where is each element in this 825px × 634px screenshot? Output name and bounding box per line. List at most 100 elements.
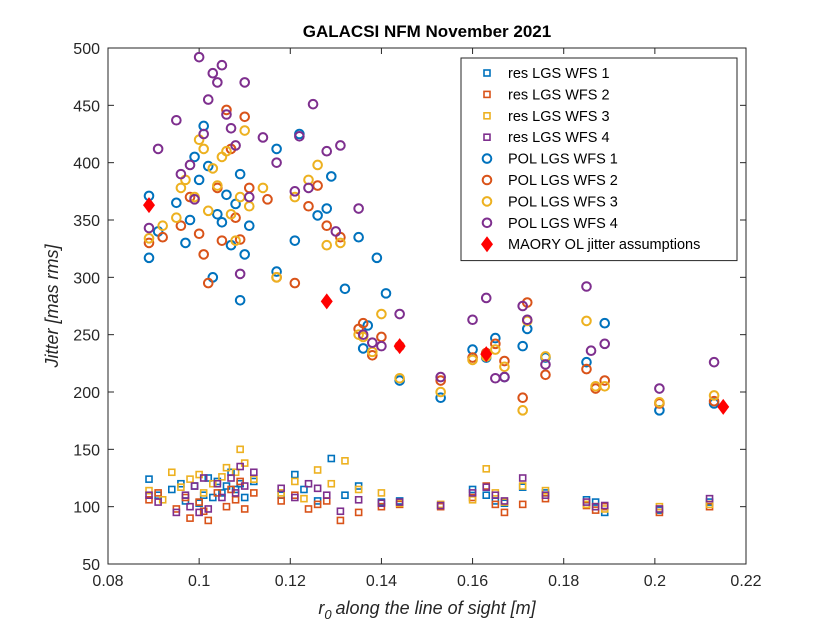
data-point <box>289 186 301 197</box>
data-point <box>353 203 364 214</box>
data-point <box>468 495 477 504</box>
data-point <box>250 489 258 497</box>
data-point <box>234 234 246 245</box>
legend-label: MAORY OL jitter assumptions <box>508 237 700 253</box>
data-point <box>312 210 323 221</box>
data-point <box>198 128 209 140</box>
data-point <box>300 485 308 494</box>
data-point <box>321 203 333 214</box>
data-point <box>195 498 203 506</box>
data-point <box>193 228 205 240</box>
data-point <box>189 194 200 205</box>
data-point <box>367 337 378 348</box>
data-point <box>582 498 591 506</box>
y-tick-label: 50 <box>82 557 100 574</box>
data-point <box>193 174 205 186</box>
data-point <box>184 214 196 226</box>
legend-label: res LGS WFS 2 <box>508 87 610 103</box>
data-point <box>518 474 527 482</box>
legend: res LGS WFS 1 res LGS WFS 2 res LGS WFS 3 r… <box>460 57 738 262</box>
data-point <box>186 475 194 483</box>
data-point <box>227 474 235 482</box>
data-point <box>354 485 363 494</box>
data-point <box>500 508 509 517</box>
data-point <box>175 168 187 180</box>
data-point <box>521 314 533 326</box>
data-point <box>394 372 405 384</box>
data-point <box>336 516 345 525</box>
data-point <box>313 484 322 493</box>
data-point <box>517 300 529 312</box>
data-point <box>708 390 720 401</box>
data-point <box>303 182 314 194</box>
data-point <box>357 343 369 354</box>
data-point <box>152 143 164 155</box>
data-point <box>202 277 214 289</box>
data-point <box>581 281 592 292</box>
data-point <box>354 495 363 504</box>
y-tick-label: 250 <box>73 328 100 345</box>
data-point <box>307 98 319 110</box>
data-point <box>655 505 664 513</box>
x-tick-label: 0.14 <box>366 573 397 590</box>
x-tick-label: 0.2 <box>644 573 666 590</box>
data-point <box>341 491 349 500</box>
data-point <box>335 140 346 151</box>
data-point <box>708 395 720 407</box>
data-point <box>257 132 269 143</box>
data-point <box>435 375 446 386</box>
y-axis-label-group: Jitter [mas rms] <box>42 244 62 369</box>
data-point <box>500 497 509 505</box>
data-point <box>303 200 314 212</box>
data-point <box>239 111 251 123</box>
data-point <box>236 462 244 471</box>
data-point <box>367 350 378 361</box>
data-point <box>250 468 258 477</box>
data-point <box>239 249 251 260</box>
data-point <box>354 508 363 517</box>
series-pol-lgs-wfs-4 <box>143 51 720 394</box>
data-point <box>212 208 223 220</box>
data-point <box>435 386 446 398</box>
data-point <box>240 493 249 502</box>
data-point <box>467 314 478 326</box>
data-point <box>271 272 282 283</box>
x-tick-label: 0.1 <box>188 573 210 590</box>
y-axis-ticks: 50 100 150 200 250 300 350 400 450 500 <box>73 41 746 574</box>
data-point <box>490 338 501 350</box>
data-point <box>216 235 228 246</box>
data-point <box>231 489 240 497</box>
legend-item: POL LGS WFS 4 <box>481 216 618 232</box>
data-point <box>436 501 445 510</box>
data-point <box>154 498 162 506</box>
data-point <box>190 482 199 490</box>
data-point <box>204 505 213 513</box>
data-point <box>236 477 244 486</box>
data-point <box>239 125 251 136</box>
data-point <box>213 479 222 488</box>
data-point <box>189 151 200 163</box>
data-point <box>335 237 346 249</box>
data-point <box>357 329 369 340</box>
series-pol-lgs-wfs-3 <box>143 125 720 416</box>
data-point <box>218 473 226 481</box>
data-point <box>168 468 176 477</box>
data-point <box>236 445 244 454</box>
x-tick-label: 0.08 <box>92 573 123 590</box>
data-point <box>600 501 609 510</box>
data-point <box>209 479 217 488</box>
legend-item: POL LGS WFS 3 <box>481 194 618 210</box>
data-point <box>271 266 282 277</box>
y-tick-label: 300 <box>73 270 100 287</box>
data-point <box>490 344 501 355</box>
data-point <box>541 491 550 500</box>
data-point <box>517 340 529 352</box>
x-tick-label: 0.22 <box>730 573 761 590</box>
data-point <box>357 317 369 329</box>
legend-item: res LGS WFS 3 <box>483 109 610 125</box>
data-point <box>172 508 181 517</box>
data-point <box>705 494 714 503</box>
data-point <box>371 252 383 264</box>
legend-item: res LGS WFS 4 <box>483 130 610 146</box>
data-point <box>591 502 600 511</box>
